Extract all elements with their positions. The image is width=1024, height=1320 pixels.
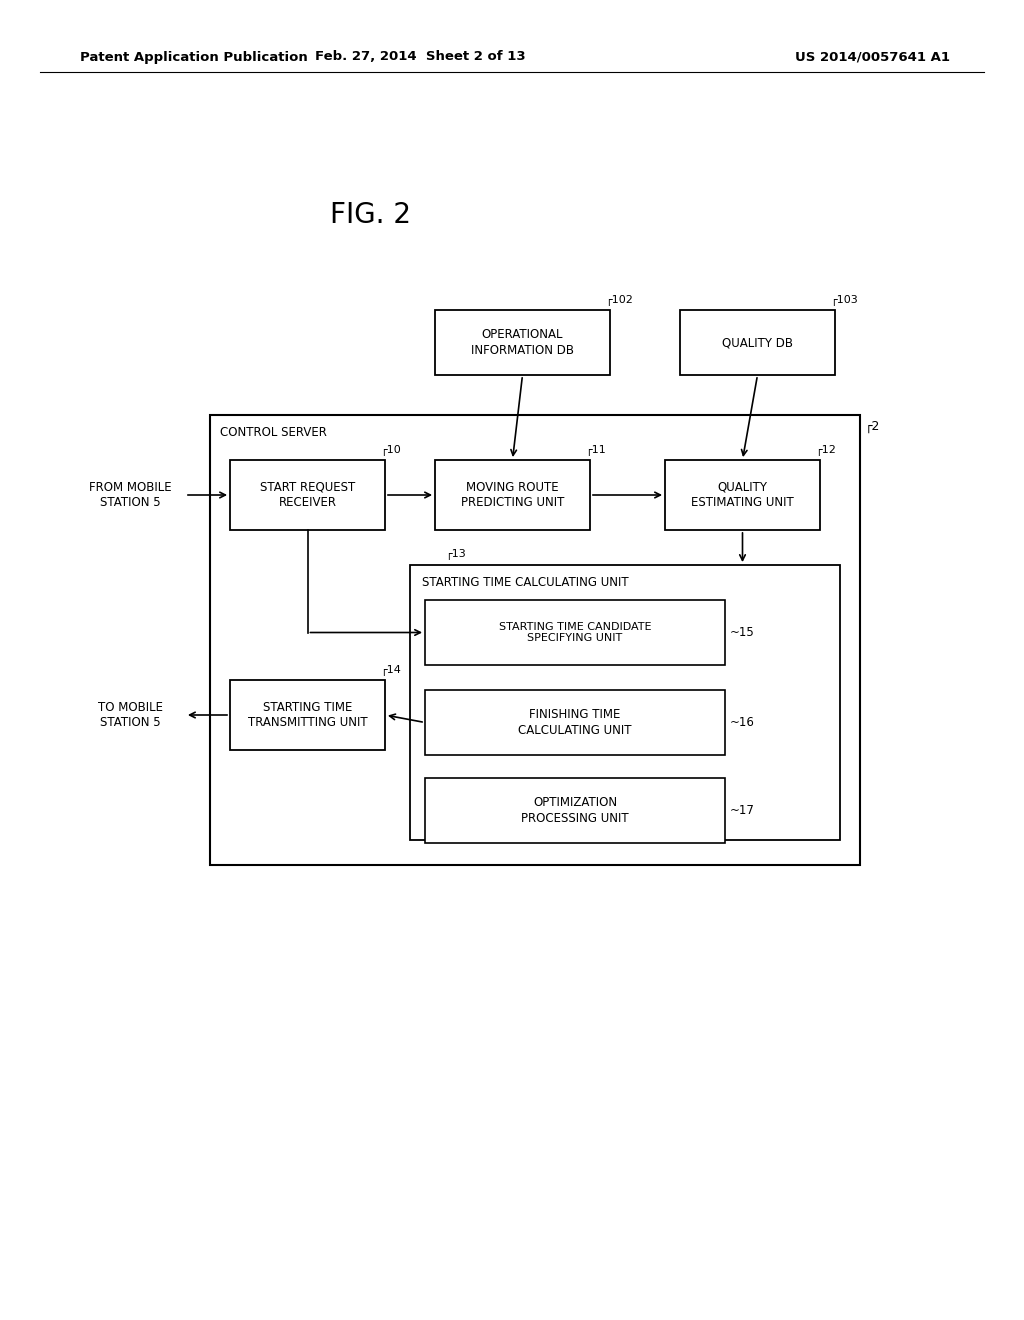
Text: ┌2: ┌2 bbox=[865, 420, 881, 433]
Text: ┌13: ┌13 bbox=[445, 549, 466, 561]
Text: STARTING TIME CANDIDATE
SPECIFYING UNIT: STARTING TIME CANDIDATE SPECIFYING UNIT bbox=[499, 622, 651, 643]
Text: FIG. 2: FIG. 2 bbox=[330, 201, 411, 228]
Text: START REQUEST
RECEIVER: START REQUEST RECEIVER bbox=[260, 480, 355, 510]
Text: ┌102: ┌102 bbox=[605, 294, 633, 305]
Bar bbox=[680, 310, 835, 375]
Text: ~15: ~15 bbox=[730, 626, 755, 639]
Text: FROM MOBILE
STATION 5: FROM MOBILE STATION 5 bbox=[89, 480, 171, 510]
Text: OPERATIONAL
INFORMATION DB: OPERATIONAL INFORMATION DB bbox=[471, 329, 574, 356]
Bar bbox=[425, 690, 725, 755]
Text: OPTIMIZATION
PROCESSING UNIT: OPTIMIZATION PROCESSING UNIT bbox=[521, 796, 629, 825]
Text: ~16: ~16 bbox=[730, 715, 755, 729]
Text: Feb. 27, 2014  Sheet 2 of 13: Feb. 27, 2014 Sheet 2 of 13 bbox=[314, 50, 525, 63]
Text: FINISHING TIME
CALCULATING UNIT: FINISHING TIME CALCULATING UNIT bbox=[518, 709, 632, 737]
Bar bbox=[230, 459, 385, 531]
Text: Patent Application Publication: Patent Application Publication bbox=[80, 50, 308, 63]
Text: QUALITY
ESTIMATING UNIT: QUALITY ESTIMATING UNIT bbox=[691, 480, 794, 510]
Text: ┌12: ┌12 bbox=[815, 445, 836, 455]
Text: ┌11: ┌11 bbox=[585, 445, 606, 455]
Text: CONTROL SERVER: CONTROL SERVER bbox=[220, 426, 327, 440]
Text: ┌10: ┌10 bbox=[380, 445, 400, 455]
Bar bbox=[210, 414, 860, 865]
Text: ~17: ~17 bbox=[730, 804, 755, 817]
Text: US 2014/0057641 A1: US 2014/0057641 A1 bbox=[795, 50, 950, 63]
Bar bbox=[435, 310, 610, 375]
Bar bbox=[435, 459, 590, 531]
Bar bbox=[665, 459, 820, 531]
Bar bbox=[230, 680, 385, 750]
Text: MOVING ROUTE
PREDICTING UNIT: MOVING ROUTE PREDICTING UNIT bbox=[461, 480, 564, 510]
Bar bbox=[410, 565, 840, 840]
Text: ┌14: ┌14 bbox=[380, 664, 400, 676]
Text: TO MOBILE
STATION 5: TO MOBILE STATION 5 bbox=[97, 701, 163, 729]
Text: STARTING TIME
TRANSMITTING UNIT: STARTING TIME TRANSMITTING UNIT bbox=[248, 701, 368, 729]
Text: QUALITY DB: QUALITY DB bbox=[722, 337, 793, 348]
Bar bbox=[425, 601, 725, 665]
Bar bbox=[425, 777, 725, 843]
Text: STARTING TIME CALCULATING UNIT: STARTING TIME CALCULATING UNIT bbox=[422, 576, 629, 589]
Text: ┌103: ┌103 bbox=[830, 294, 858, 305]
